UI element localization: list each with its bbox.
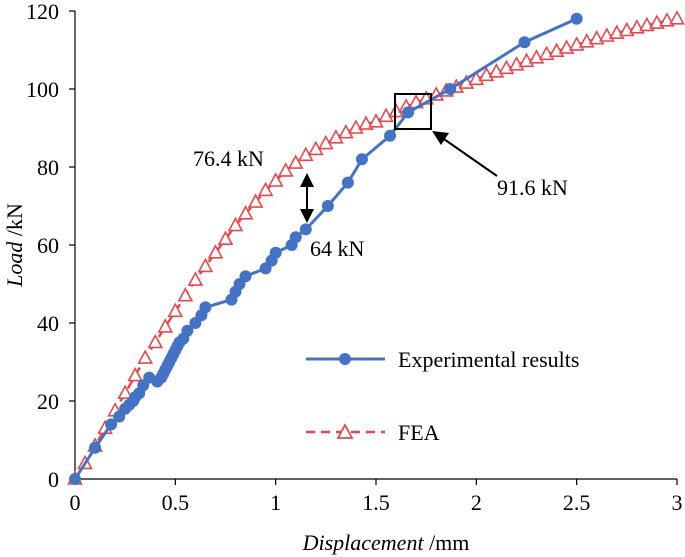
data-point-experimental xyxy=(444,83,457,95)
difference-arrow-head-down xyxy=(300,209,314,223)
x-tick-label: 3 xyxy=(672,490,683,515)
x-tick-label: 2 xyxy=(471,490,482,515)
difference-arrow-head-up xyxy=(300,173,314,187)
data-point-fea xyxy=(388,102,404,118)
legend-label-fea: FEA xyxy=(398,420,440,445)
y-tick-label: 120 xyxy=(26,0,59,24)
data-point-fea xyxy=(117,384,134,400)
pointer-arrow-shaft xyxy=(440,136,498,177)
data-point-fea xyxy=(147,333,164,349)
data-point-fea xyxy=(177,287,194,302)
y-tick-label: 20 xyxy=(37,389,59,414)
data-point-fea xyxy=(197,257,214,273)
data-point-fea xyxy=(257,181,274,197)
data-point-fea xyxy=(287,154,304,169)
data-point-experimental xyxy=(299,223,312,236)
data-point-fea xyxy=(227,216,244,232)
data-point-fea xyxy=(348,119,364,134)
data-point-experimental xyxy=(570,12,583,25)
data-point-experimental xyxy=(89,441,102,454)
data-point-experimental xyxy=(269,246,282,259)
pointer-arrow-head xyxy=(432,131,449,145)
data-point-experimental xyxy=(321,200,334,212)
legend-label-experimental: Experimental results xyxy=(398,347,579,372)
data-point-fea xyxy=(137,349,154,364)
data-point-experimental xyxy=(355,153,368,166)
series-layer xyxy=(67,10,685,485)
data-point-experimental xyxy=(69,473,81,485)
data-point-experimental xyxy=(402,106,415,119)
x-tick-label: 2.5 xyxy=(563,490,591,515)
annotation-64kn: 64 kN xyxy=(310,236,365,261)
x-axis-title: Displacement /mm xyxy=(302,530,470,555)
data-point-experimental xyxy=(289,231,302,244)
data-point-fea xyxy=(127,366,144,382)
x-tick-label: 1.5 xyxy=(362,490,390,515)
data-point-experimental xyxy=(105,418,118,431)
data-point-experimental xyxy=(181,324,194,337)
data-point-fea xyxy=(277,162,294,177)
data-point-fea xyxy=(267,172,284,187)
data-point-fea xyxy=(157,318,174,333)
y-tick-label: 80 xyxy=(37,155,59,180)
x-tick-label: 0.5 xyxy=(162,490,190,515)
data-point-fea xyxy=(338,124,354,139)
data-point-fea xyxy=(378,107,394,123)
data-point-fea xyxy=(207,244,224,259)
data-point-experimental xyxy=(199,301,212,314)
series-line-fea xyxy=(73,17,678,480)
data-point-experimental xyxy=(518,36,531,49)
y-tick-label: 100 xyxy=(26,77,59,102)
x-tick-label: 0 xyxy=(70,490,81,515)
data-point-fea xyxy=(217,230,234,245)
data-point-experimental xyxy=(384,129,397,142)
legend-marker-experimental xyxy=(339,353,351,365)
data-point-experimental xyxy=(239,270,252,283)
annotation-layer: 76.4 kN 64 kN 91.6 kN xyxy=(193,93,568,261)
data-point-fea xyxy=(187,271,204,286)
data-point-fea xyxy=(468,70,485,86)
data-point-fea xyxy=(669,10,685,25)
y-tick-label: 40 xyxy=(37,311,59,336)
annotation-76-4kn: 76.4 kN xyxy=(193,146,264,171)
data-point-fea xyxy=(237,205,254,220)
y-tick-label: 60 xyxy=(37,233,59,258)
y-axis-title: Load /kN xyxy=(2,203,27,288)
annotation-91-6kn: 91.6 kN xyxy=(497,175,568,200)
legend-marker-fea xyxy=(336,423,354,439)
legend: Experimental results FEA xyxy=(306,347,579,445)
data-point-fea xyxy=(167,302,184,318)
data-point-experimental xyxy=(341,176,354,189)
intersection-box xyxy=(394,93,432,130)
y-tick-label: 0 xyxy=(48,467,59,492)
data-point-fea xyxy=(247,193,264,208)
x-tick-label: 1 xyxy=(270,490,281,515)
